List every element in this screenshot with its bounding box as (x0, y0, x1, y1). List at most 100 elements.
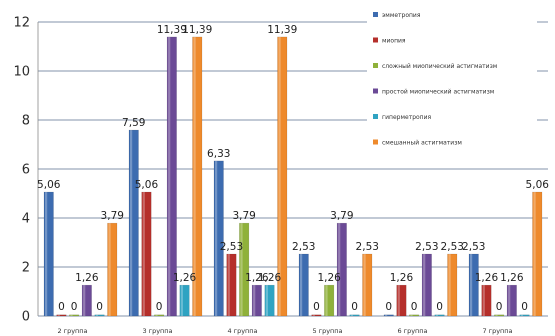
data-label: 0 (385, 301, 392, 313)
bar-highlight (155, 314, 158, 316)
data-label: 3,79 (330, 210, 353, 222)
x-tick-label: 7 группа (482, 327, 512, 335)
bar-highlight (520, 314, 523, 316)
bar-highlight (410, 314, 413, 316)
bar-highlight (215, 160, 218, 316)
bar (434, 314, 445, 317)
bar-highlight (83, 285, 86, 316)
bar-highlight (470, 254, 473, 316)
bar (468, 253, 479, 317)
legend-label: смешанный астигматизм (382, 140, 462, 147)
data-label: 3,79 (232, 210, 255, 222)
legend-label: сложный миопический астигматизм (382, 63, 497, 70)
bar-highlight (95, 314, 98, 316)
bars (43, 36, 543, 317)
x-tick-label: 4 группа (227, 327, 257, 335)
bar-highlight (533, 192, 536, 316)
bar (107, 222, 118, 317)
bar (141, 191, 152, 317)
bar-highlight (45, 192, 48, 316)
data-label: 7,59 (122, 117, 145, 129)
data-label: 1,26 (317, 272, 341, 284)
bar-highlight (168, 36, 171, 316)
legend-swatch (373, 12, 378, 17)
bar (251, 284, 262, 317)
bar-highlight (397, 285, 400, 316)
data-label: 0 (496, 301, 503, 313)
data-label: 0 (96, 301, 103, 313)
bar-highlight (240, 223, 243, 316)
bar (81, 284, 92, 317)
bar (69, 314, 80, 317)
data-label: 0 (156, 301, 163, 313)
bar (154, 314, 165, 317)
legend-swatch (373, 63, 378, 68)
data-label: 5,06 (37, 179, 61, 191)
data-labels: 5,06 0 0 1,26 0 3,79 7,59 5,06 0 11,39 1,26 11,39 6,… (37, 24, 549, 313)
data-label: 11,39 (182, 24, 212, 36)
x-tick-label: 5 группа (312, 327, 342, 335)
y-tick-label: 12 (13, 16, 30, 31)
bar (494, 314, 505, 317)
y-tick-label: 4 (22, 212, 30, 227)
bar (239, 222, 250, 317)
bar (213, 160, 224, 317)
data-label: 6,33 (207, 148, 230, 160)
bar (56, 314, 67, 317)
y-tick-label: 6 (22, 163, 30, 178)
y-tick-label: 0 (22, 310, 30, 325)
bar (447, 253, 458, 317)
legend-background (367, 6, 537, 161)
x-axis: 2 группа 3 группа 4 группа 5 группа 6 группа… (57, 327, 512, 335)
bar-highlight (495, 314, 498, 316)
y-tick-label: 2 (22, 261, 30, 276)
legend-label: простой миопический астигматизм (382, 89, 494, 96)
data-label: 5,06 (526, 179, 550, 191)
data-label: 5,06 (135, 179, 159, 191)
legend-label: миопия (382, 38, 406, 45)
bar-highlight (482, 285, 485, 316)
legend-swatch (373, 139, 378, 145)
bar (264, 284, 275, 317)
bar-highlight (193, 36, 196, 316)
y-axis: 0 2 4 6 8 10 12 (13, 16, 39, 325)
data-label: 1,26 (245, 272, 269, 284)
bar (226, 253, 237, 317)
bar (409, 314, 420, 317)
bar-highlight (435, 314, 438, 316)
bar (311, 314, 322, 317)
bar (94, 314, 105, 317)
data-label: 0 (436, 301, 443, 313)
bar-highlight (180, 285, 183, 316)
bar-highlight (385, 314, 388, 316)
data-label: 0 (71, 301, 78, 313)
data-label: 1,26 (258, 272, 282, 284)
bar (128, 129, 139, 317)
bar-highlight (423, 254, 426, 316)
bar-highlight (325, 285, 328, 316)
x-tick-label: 3 группа (142, 327, 172, 335)
x-tick-label: 2 группа (57, 327, 87, 335)
bar-highlight (227, 254, 230, 316)
data-label: 2,53 (356, 241, 379, 253)
bar (336, 222, 347, 317)
data-label: 0 (313, 301, 320, 313)
legend: эмметропия миопия сложный миопический асти… (367, 6, 537, 161)
bar-highlight (338, 223, 341, 316)
data-label: 11,39 (267, 24, 297, 36)
bar (43, 191, 54, 317)
bar (506, 284, 517, 317)
legend-swatch (373, 88, 378, 94)
legend-swatch (373, 114, 378, 119)
bar-highlight (508, 285, 511, 316)
bar-highlight (130, 130, 133, 316)
bar (362, 253, 373, 317)
bar (532, 191, 543, 317)
bar (166, 36, 177, 317)
bar (277, 36, 288, 317)
bar-highlight (57, 314, 60, 316)
bar (192, 36, 203, 317)
bar-highlight (350, 314, 353, 316)
bar (481, 284, 492, 317)
